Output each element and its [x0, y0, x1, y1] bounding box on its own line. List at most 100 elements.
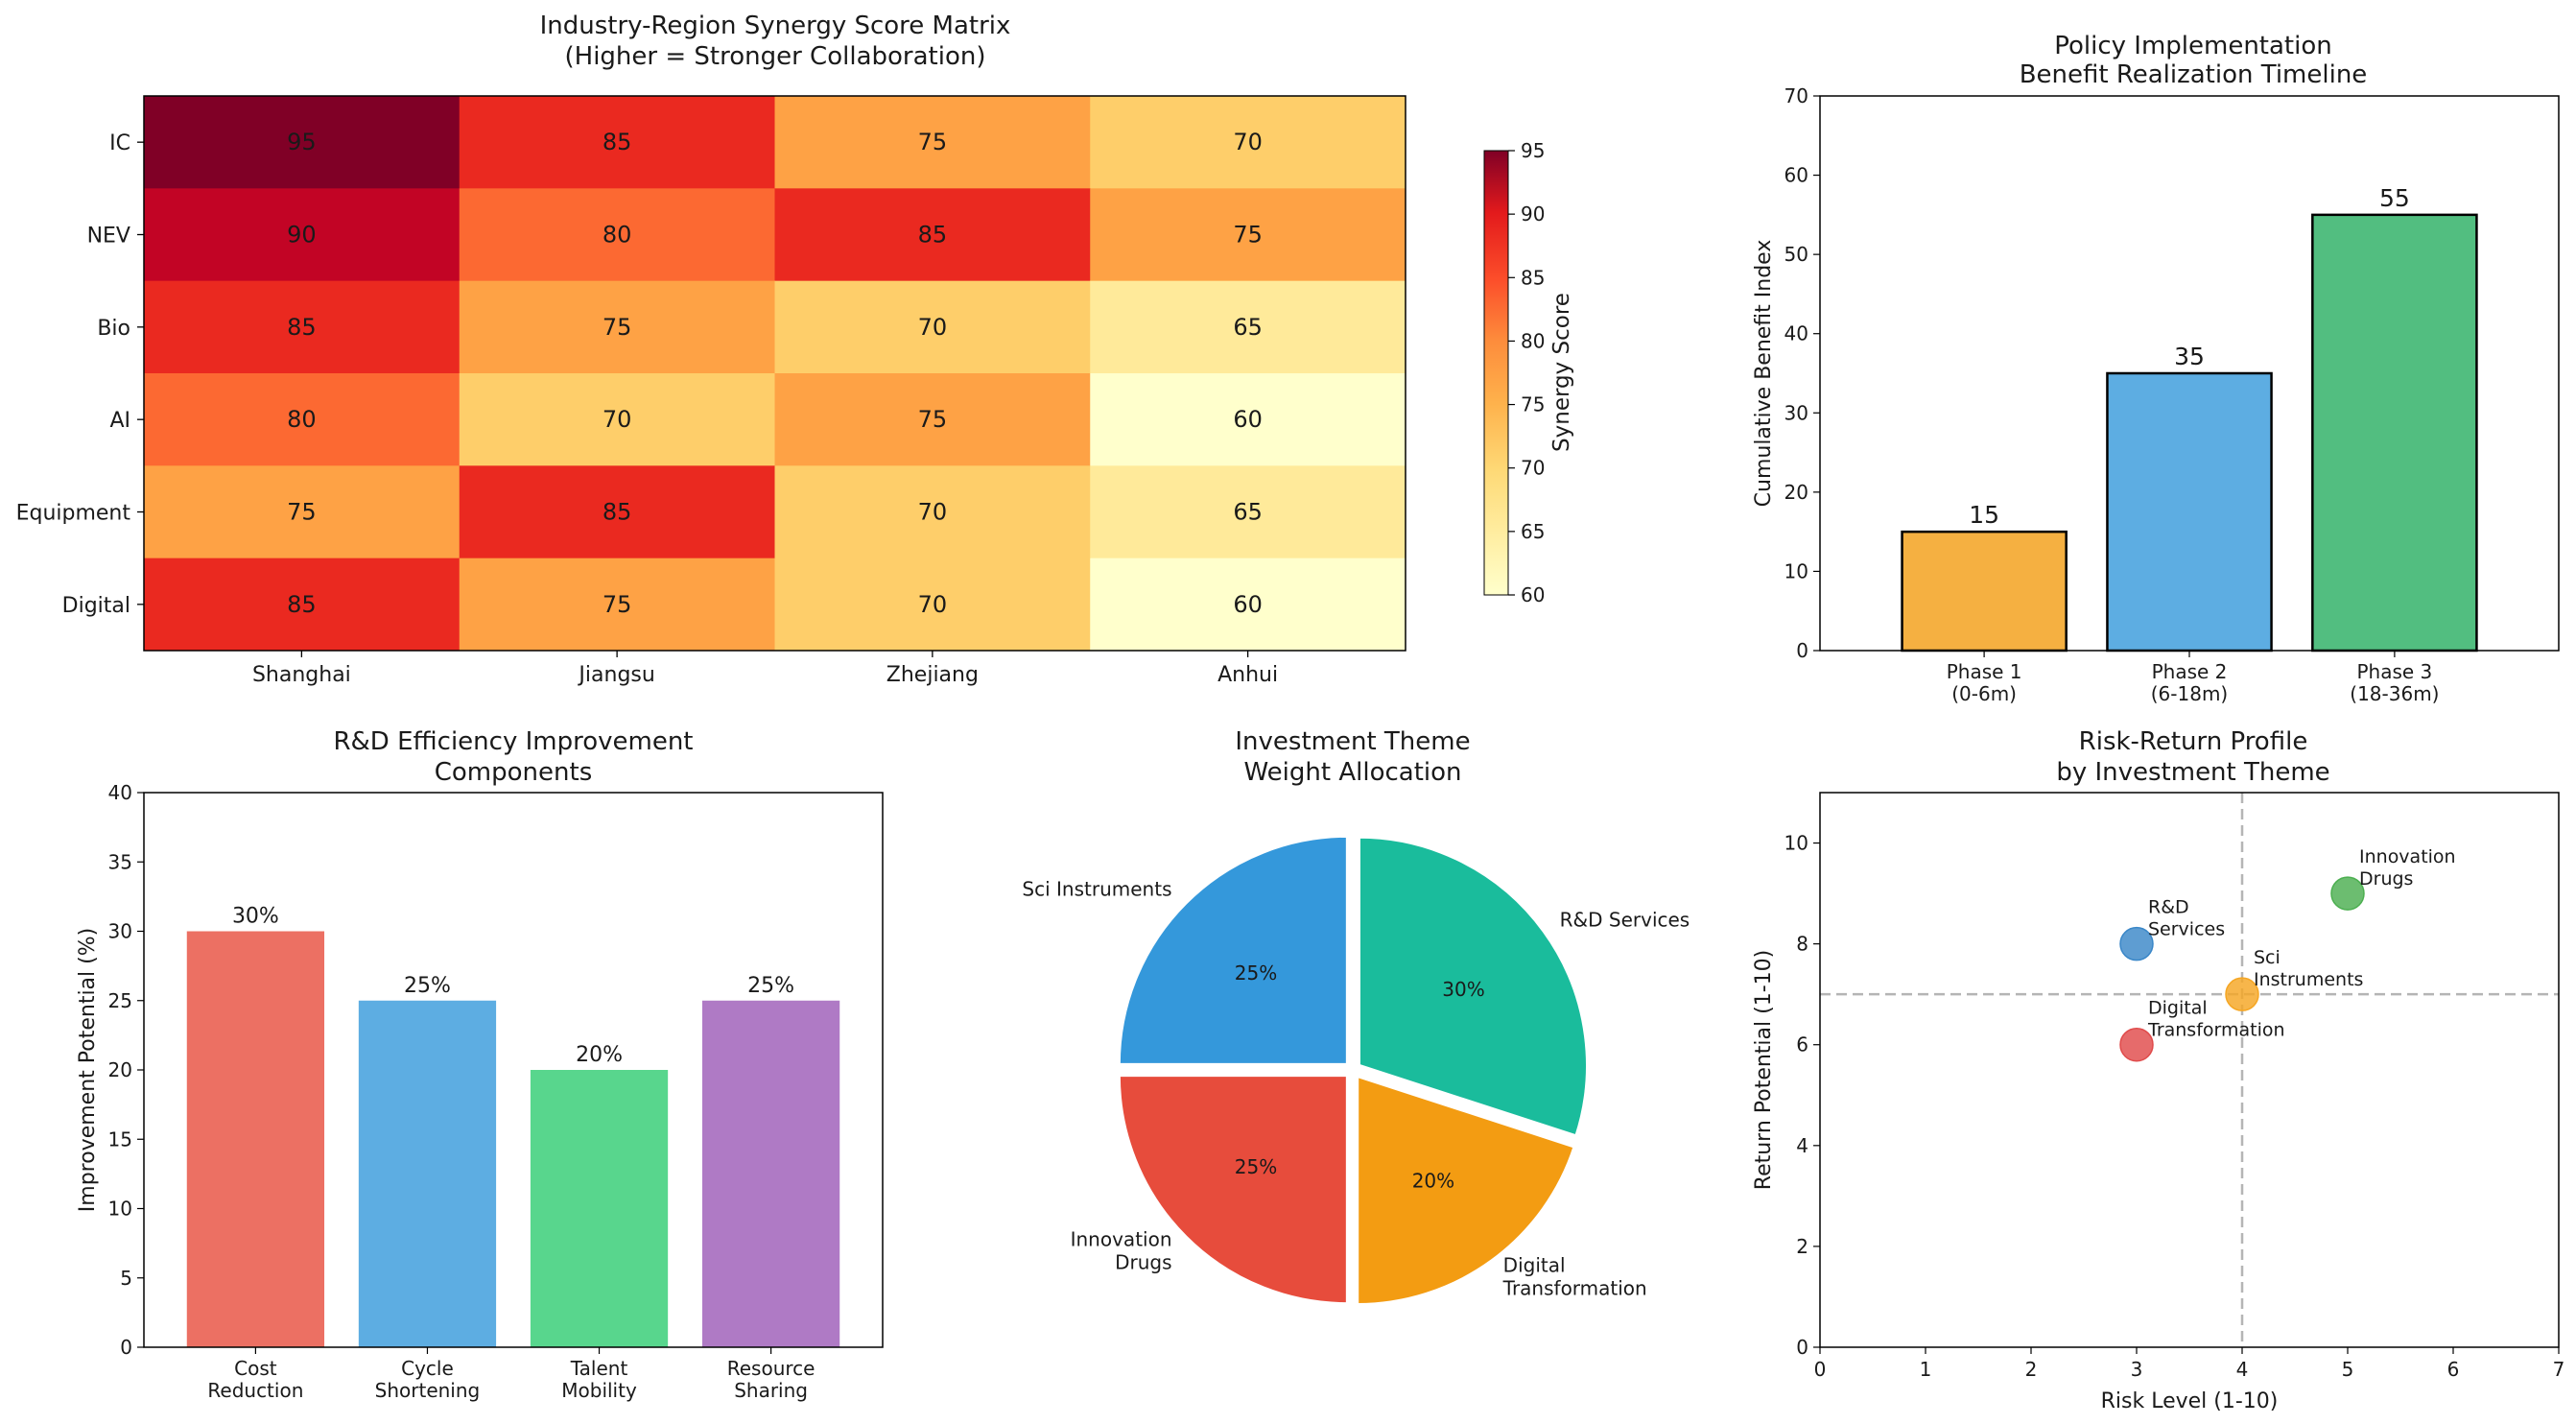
rnd-title-line1: R&D Efficiency Improvement — [333, 727, 693, 756]
scatter-point-label: Innovation — [2359, 846, 2456, 867]
scatter-point-label: Services — [2148, 919, 2225, 940]
timeline-bars: 15 35 55 — [1901, 184, 2478, 653]
pie-slice-label: Transformation — [1502, 1277, 1647, 1300]
heatmap-cell-value: 75 — [603, 591, 632, 618]
rnd-ytick-label: 0 — [120, 1336, 132, 1359]
colorbar-tick-label: 85 — [1521, 266, 1545, 289]
heatmap-cell-value: 80 — [287, 406, 317, 433]
heatmap-cell-value: 75 — [603, 314, 632, 341]
timeline-xtick-label: Phase 1 — [1947, 660, 2022, 683]
scatter-point — [2225, 977, 2259, 1011]
scatter-ytick-label: 2 — [1796, 1235, 1808, 1258]
timeline-ytick-label: 10 — [1784, 559, 1808, 582]
rnd-ytick-label: 25 — [108, 989, 132, 1012]
scatter-point-label: R&D — [2148, 897, 2189, 918]
timeline-ytick-label: 60 — [1784, 164, 1808, 187]
pie-pct-label: 20% — [1412, 1170, 1454, 1193]
heatmap-col-label: Jiangsu — [577, 663, 654, 687]
timeline-frame — [1819, 95, 2560, 652]
heatmap-cell-value: 85 — [603, 129, 632, 155]
pie-pct-label: 25% — [1235, 961, 1277, 985]
heatmap-cell — [459, 96, 775, 189]
heatmap-cell — [1090, 188, 1406, 282]
colorbar — [1483, 150, 1509, 596]
rnd-ytick-label: 35 — [108, 850, 132, 873]
heatmap-row-label: Digital — [62, 594, 130, 618]
timeline-ytick-label: 20 — [1784, 481, 1808, 504]
scatter-xtick-label: 4 — [2236, 1358, 2249, 1381]
pie-title-line1: Investment Theme — [1235, 727, 1470, 756]
heatmap-cell-value: 70 — [1233, 129, 1263, 155]
scatter-point — [2119, 926, 2154, 961]
pie-slice — [1117, 1074, 1349, 1306]
timeline-value-label: 15 — [1969, 501, 1999, 529]
heatmap-cell-value: 70 — [918, 591, 948, 618]
timeline-xtick-label: Phase 3 — [2356, 660, 2432, 683]
pie-slice — [1117, 834, 1349, 1066]
rnd-frame — [143, 792, 884, 1348]
heatmap-cell-value: 75 — [918, 406, 948, 433]
heatmap-cell-value: 85 — [603, 499, 632, 526]
timeline-ytick-label: 50 — [1784, 243, 1808, 266]
heatmap-cell — [1090, 373, 1406, 466]
scatter-xtick-label: 2 — [2025, 1358, 2038, 1381]
rnd-value-label: 30% — [232, 905, 279, 929]
heatmap-cell — [144, 558, 461, 652]
timeline-xtick-label: Phase 2 — [2152, 660, 2228, 683]
rnd-value-label: 25% — [404, 974, 451, 998]
colorbar-tick-label: 95 — [1521, 139, 1545, 162]
colorbar-tick-label: 70 — [1521, 457, 1545, 480]
heatmap-cells: 95 85 75 70 90 80 85 75 85 75 70 65 80 70 75 60 75 85 70 65… — [144, 96, 1406, 652]
rnd-xtick-label: Mobility — [561, 1379, 637, 1402]
timeline-value-label: 35 — [2174, 343, 2205, 370]
colorbar-label: Synergy Score — [1549, 293, 1574, 452]
heatmap-cell — [774, 188, 1091, 282]
timeline-xtick-label: (6-18m) — [2151, 682, 2228, 705]
timeline-xtick-label: (0-6m) — [1951, 682, 2017, 705]
pie-slice — [1356, 1074, 1576, 1306]
colorbar-tick-label: 75 — [1521, 393, 1545, 416]
scatter-ytick-label: 10 — [1784, 832, 1808, 855]
scatter-axis: 0 1 2 3 4 5 6 7 0 2 4 6 8 10 — [1784, 793, 2564, 1381]
pie-slice-label: Sci Instruments — [1022, 878, 1171, 901]
timeline-panel: Policy Implementation Benefit Realizatio… — [1752, 32, 2560, 705]
scatter-ytick-label: 4 — [1796, 1134, 1808, 1157]
rnd-ytick-label: 40 — [108, 781, 132, 804]
heatmap-cell-value: 95 — [287, 129, 317, 155]
heatmap-col-label: Anhui — [1217, 663, 1278, 687]
rnd-ylabel: Improvement Potential (%) — [76, 928, 100, 1212]
heatmap-row-label: AI — [109, 409, 130, 433]
pie-pct-label: 30% — [1442, 978, 1484, 1001]
heatmap-cell — [774, 373, 1091, 466]
heatmap-cell — [144, 465, 461, 559]
rnd-xtick-label: Sharing — [734, 1379, 808, 1402]
heatmap-cell-value: 75 — [1233, 222, 1263, 249]
pie-slice-label: Drugs — [1115, 1250, 1171, 1273]
heatmap-cell — [144, 280, 461, 374]
heatmap-row-label: Equipment — [16, 502, 131, 526]
scatter-panel: Risk-Return Profile by Investment Theme … — [1752, 727, 2564, 1413]
heatmap-col-labels: Shanghai Jiangsu Zhejiang Anhui — [252, 651, 1278, 687]
rnd-xtick-label: Reduction — [207, 1379, 303, 1402]
heatmap-title-line1: Industry-Region Synergy Score Matrix — [540, 12, 1011, 40]
heatmap-cell-value: 65 — [1233, 499, 1263, 526]
scatter-ytick-label: 6 — [1796, 1033, 1808, 1056]
heatmap-cell — [459, 558, 775, 652]
heatmap-cell-value: 65 — [1233, 314, 1263, 341]
heatmap-cell — [144, 188, 461, 282]
heatmap-cell — [774, 465, 1091, 559]
timeline-ytick-label: 70 — [1784, 84, 1808, 107]
heatmap-cell-value: 85 — [918, 222, 948, 249]
heatmap-col-label: Shanghai — [252, 663, 351, 687]
colorbar-tick-label: 90 — [1521, 202, 1545, 225]
colorbar-ticks: 60 65 70 75 80 85 90 95 — [1508, 139, 1545, 606]
timeline-bar — [2311, 213, 2478, 653]
heatmap-cell — [1090, 558, 1406, 652]
scatter-point-label: Drugs — [2359, 868, 2413, 890]
timeline-ytick-label: 40 — [1784, 322, 1808, 345]
heatmap-cell — [459, 188, 775, 282]
scatter-frame — [1819, 792, 2560, 1348]
timeline-xtick-label: (18-36m) — [2350, 682, 2439, 705]
